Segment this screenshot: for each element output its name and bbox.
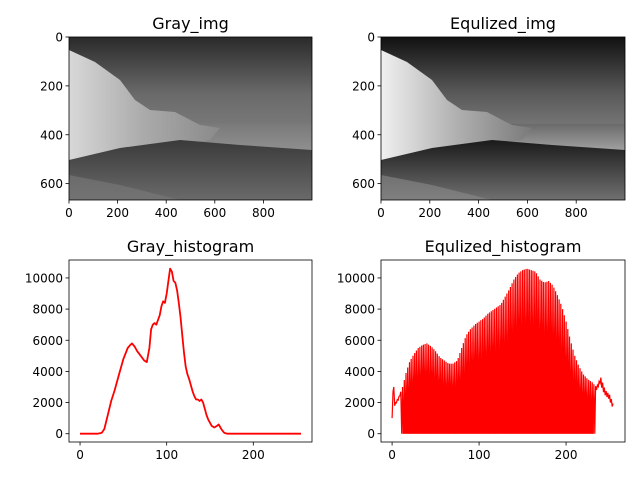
y-tick-label: 2000 xyxy=(32,396,63,410)
panel-title: Equlized_img xyxy=(450,14,556,34)
y-tick-label: 10000 xyxy=(337,271,375,285)
y-tick-label: 400 xyxy=(40,128,63,142)
x-tick-label: 400 xyxy=(467,206,490,220)
y-tick-label: 8000 xyxy=(344,303,375,317)
x-tick-label: 800 xyxy=(565,206,588,220)
panel-title: Gray_img xyxy=(152,14,228,34)
x-tick-label: 0 xyxy=(76,448,84,462)
y-tick-label: 10000 xyxy=(25,271,63,285)
x-tick-label: 0 xyxy=(388,448,396,462)
axis-ticks: 0 200 400 600 800 0 200 400 600 xyxy=(352,31,588,221)
panel-gray-histogram: Gray_histogram 0 100 200020004000600080001… xyxy=(25,237,313,462)
y-tick-label: 600 xyxy=(352,177,375,191)
plot-area xyxy=(80,267,301,435)
y-tick-label: 6000 xyxy=(32,334,63,348)
x-tick-label: 400 xyxy=(155,206,178,220)
y-tick-label: 200 xyxy=(352,79,375,93)
y-tick-label: 0 xyxy=(55,31,63,45)
panel-title: Equlized_histogram xyxy=(425,237,582,257)
x-tick-label: 200 xyxy=(106,206,129,220)
series-line xyxy=(391,268,614,434)
series-line xyxy=(80,267,301,435)
y-tick-label: 0 xyxy=(55,427,63,441)
x-tick-label: 200 xyxy=(555,448,578,462)
y-tick-label: 0 xyxy=(367,31,375,45)
x-tick-label: 200 xyxy=(418,206,441,220)
y-tick-label: 200 xyxy=(40,79,63,93)
x-tick-label: 600 xyxy=(203,206,226,220)
y-tick-label: 2000 xyxy=(344,396,375,410)
x-tick-label: 200 xyxy=(242,448,265,462)
y-tick-label: 400 xyxy=(352,128,375,142)
x-tick-label: 800 xyxy=(252,206,275,220)
y-tick-label: 600 xyxy=(40,177,63,191)
panel-title: Gray_histogram xyxy=(127,237,254,257)
plot-area xyxy=(391,268,614,434)
y-tick-label: 6000 xyxy=(344,334,375,348)
y-tick-label: 8000 xyxy=(32,303,63,317)
x-tick-label: 0 xyxy=(377,206,385,220)
x-tick-label: 100 xyxy=(468,448,491,462)
equalized-coastal-cliff-photo-icon xyxy=(381,37,625,200)
x-tick-label: 100 xyxy=(155,448,178,462)
y-tick-label: 4000 xyxy=(344,365,375,379)
axis-ticks: 0 200 400 600 800 0 200 400 600 xyxy=(40,31,275,221)
panel-gray-img: Gray_img 0 200 400 600 800 0 200 400 600 xyxy=(40,14,313,221)
panel-equalized-histogram: Equlized_histogram 0 100 20002000400060008… xyxy=(337,237,626,462)
x-tick-label: 600 xyxy=(516,206,539,220)
x-tick-label: 0 xyxy=(65,206,73,220)
panel-equalized-img: Equlized_img 0 200 400 600 800 0 200 400 600 xyxy=(352,14,626,221)
y-tick-label: 0 xyxy=(367,427,375,441)
y-tick-label: 4000 xyxy=(32,365,63,379)
grayscale-coastal-cliff-photo-icon xyxy=(69,37,312,200)
